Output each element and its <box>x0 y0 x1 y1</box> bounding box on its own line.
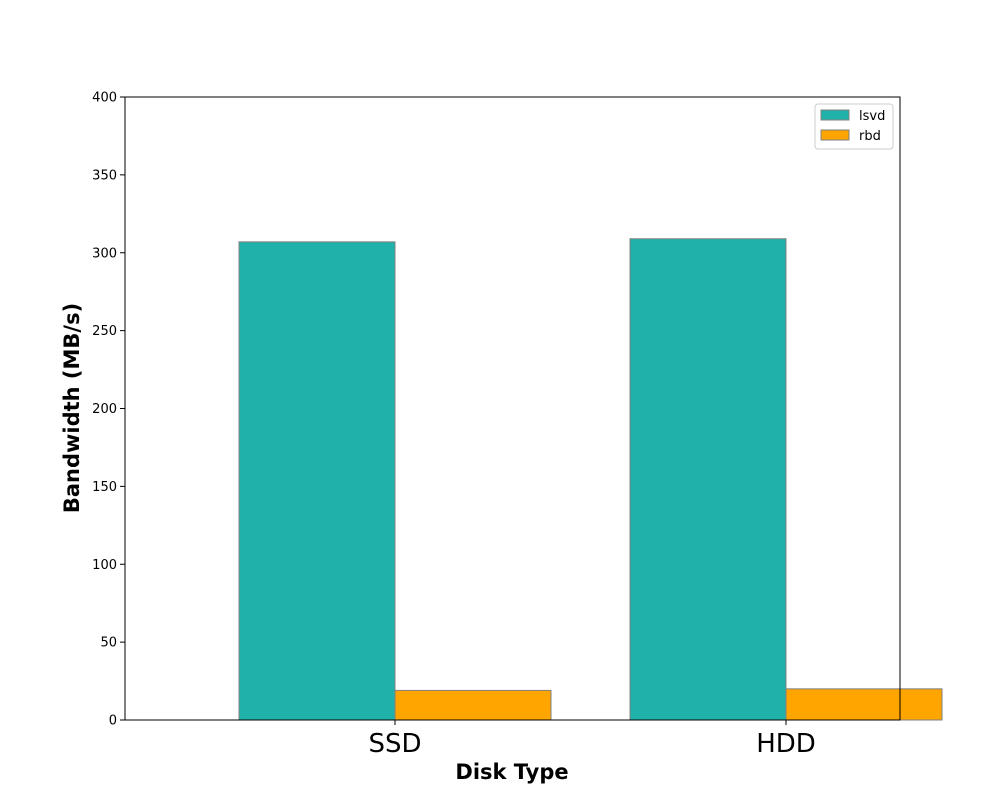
y-tick-label: 400 <box>92 91 117 106</box>
x-tick-label: HDD <box>756 729 816 759</box>
legend-label-lsvd: lsvd <box>859 109 885 124</box>
y-tick-label: 200 <box>92 402 117 417</box>
y-tick-label: 100 <box>92 558 117 573</box>
legend-label-rbd: rbd <box>859 129 881 144</box>
bar-lsvd-hdd <box>629 238 787 721</box>
bars-group <box>238 238 943 721</box>
y-tick-label: 300 <box>92 246 117 261</box>
legend-swatch-rbd <box>820 129 850 141</box>
legend-swatch-lsvd <box>820 109 850 121</box>
y-axis-title: Bandwidth (MB/s) <box>60 303 84 513</box>
y-tick-label: 50 <box>100 636 117 651</box>
y-tick-label: 150 <box>92 480 117 495</box>
x-axis-title: Disk Type <box>455 760 568 784</box>
x-axis-ticks: SSD HDD <box>368 720 816 759</box>
bar-lsvd-ssd <box>238 241 396 721</box>
bar-rbd-ssd <box>394 689 552 721</box>
y-tick-label: 250 <box>92 324 117 339</box>
y-tick-label: 350 <box>92 168 117 183</box>
y-axis-ticks: 0 50 100 150 200 250 300 350 400 <box>92 91 125 729</box>
y-tick-label: 0 <box>109 714 117 729</box>
x-tick-label: SSD <box>368 729 421 759</box>
legend: lsvd rbd <box>814 103 894 150</box>
bar-rbd-hdd <box>785 688 943 721</box>
